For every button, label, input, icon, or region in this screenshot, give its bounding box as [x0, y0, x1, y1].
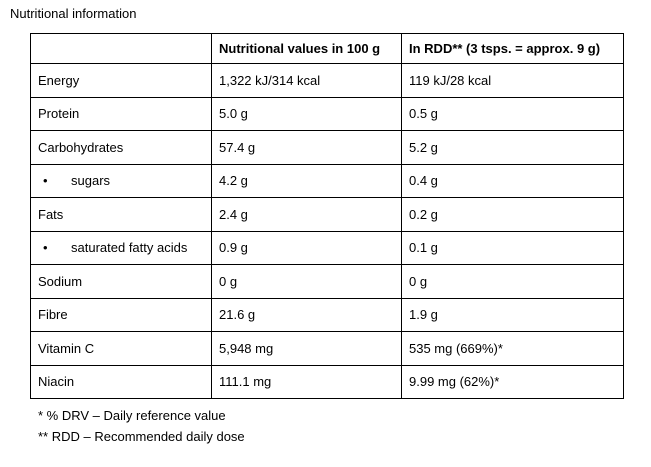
cell-text: 535 mg (669%)*: [409, 340, 503, 356]
cell-text: Fats: [38, 206, 64, 222]
cell-text: saturated fatty acids: [71, 240, 188, 256]
table-cell: Fibre: [30, 297, 212, 332]
table-cell: 5.2 g: [401, 130, 624, 165]
cell-text: Protein: [38, 106, 80, 122]
cell-text: 0.9 g: [219, 240, 248, 256]
table-cell: 119 kJ/28 kcal: [401, 63, 624, 98]
table-cell: 57.4 g: [211, 130, 402, 165]
table-cell: Vitamin C: [30, 331, 212, 366]
table-row: Carbohydrates 57.4 g 5.2 g: [30, 130, 624, 165]
cell-text: 2.4 g: [219, 206, 248, 222]
table-cell: 9.99 mg (62%)*: [401, 364, 624, 399]
cell-text: Niacin: [38, 374, 75, 390]
cell-text: 0.4 g: [409, 173, 438, 189]
cell-text: 119 kJ/28 kcal: [409, 72, 492, 88]
table-cell: 0.5 g: [401, 96, 624, 131]
table-row: Sodium 0 g 0 g: [30, 264, 624, 299]
header-cell: [30, 33, 212, 64]
table-cell: 1.9 g: [401, 297, 624, 332]
nutrition-table: Nutritional values in 100 g In RDD** (3 …: [30, 33, 624, 399]
table-cell: 0.1 g: [401, 230, 624, 265]
table-cell: 535 mg (669%)*: [401, 331, 624, 366]
table-cell: sugars: [30, 163, 212, 198]
footnotes: * % DRV – Daily reference value ** RDD – …: [38, 405, 245, 447]
title: Nutritional information: [10, 6, 137, 21]
cell-text: 0.5 g: [409, 106, 438, 122]
table-row: sugars 4.2 g 0.4 g: [30, 163, 624, 198]
header-cell: In RDD** (3 tsps. = approx. 9 g): [401, 33, 624, 64]
cell-text: Fibre: [38, 307, 68, 323]
table-cell: 2.4 g: [211, 197, 402, 232]
cell-text: 111.1 mg: [219, 374, 272, 390]
table-cell: 1,322 kJ/314 kcal: [211, 63, 402, 98]
table-cell: 111.1 mg: [211, 364, 402, 399]
table-cell: Protein: [30, 96, 212, 131]
footnote: * % DRV – Daily reference value: [38, 408, 226, 423]
cell-text: Vitamin C: [38, 340, 95, 356]
table-cell: 0.9 g: [211, 230, 402, 265]
table-cell: Sodium: [30, 264, 212, 299]
table-row: Niacin 111.1 mg 9.99 mg (62%)*: [30, 364, 624, 399]
table-cell: 0 g: [401, 264, 624, 299]
cell-text: 1.9 g: [409, 307, 438, 323]
cell-text: Carbohydrates: [38, 139, 124, 155]
cell-text: 57.4 g: [219, 139, 256, 155]
footnote: ** RDD – Recommended daily dose: [38, 429, 245, 444]
cell-text: 4.2 g: [219, 173, 248, 189]
header-row: Nutritional values in 100 g In RDD** (3 …: [30, 33, 624, 64]
table-cell: Niacin: [30, 364, 212, 399]
cell-text: 0.1 g: [409, 240, 438, 256]
cell-text: 5.0 g: [219, 106, 248, 122]
table-cell: 5.0 g: [211, 96, 402, 131]
cell-text: 0 g: [219, 273, 238, 289]
table-cell: 0.2 g: [401, 197, 624, 232]
table-row: saturated fatty acids 0.9 g 0.1 g: [30, 230, 624, 265]
table-cell: 0.4 g: [401, 163, 624, 198]
header-cell: Nutritional values in 100 g: [211, 33, 402, 64]
table-cell: 21.6 g: [211, 297, 402, 332]
cell-text: Sodium: [38, 273, 83, 289]
table-row: Protein 5.0 g 0.5 g: [30, 96, 624, 131]
table-row: Fibre 21.6 g 1.9 g: [30, 297, 624, 332]
table-row: Energy 1,322 kJ/314 kcal 119 kJ/28 kcal: [30, 63, 624, 98]
table-cell: Energy: [30, 63, 212, 98]
table-row: Fats 2.4 g 0.2 g: [30, 197, 624, 232]
cell-text: 5.2 g: [409, 139, 438, 155]
cell-text: 9.99 mg (62%)*: [409, 374, 500, 390]
cell-text: 0.2 g: [409, 206, 438, 222]
table-cell: 5,948 mg: [211, 331, 402, 366]
table-row: Vitamin C 5,948 mg 535 mg (669%)*: [30, 331, 624, 366]
cell-text: 0 g: [409, 273, 428, 289]
table-cell: 0 g: [211, 264, 402, 299]
table-cell: saturated fatty acids: [30, 230, 212, 265]
table-cell: Carbohydrates: [30, 130, 212, 165]
cell-text: sugars: [71, 173, 111, 189]
table-body: Energy 1,322 kJ/314 kcal 119 kJ/28 kcal Pro…: [30, 63, 624, 399]
cell-text: Energy: [38, 72, 80, 88]
cell-text: 21.6 g: [219, 307, 256, 323]
table-cell: 4.2 g: [211, 163, 402, 198]
cell-text: 1,322 kJ/314 kcal: [219, 72, 321, 88]
table-cell: Fats: [30, 197, 212, 232]
cell-text: 5,948 mg: [219, 340, 274, 356]
